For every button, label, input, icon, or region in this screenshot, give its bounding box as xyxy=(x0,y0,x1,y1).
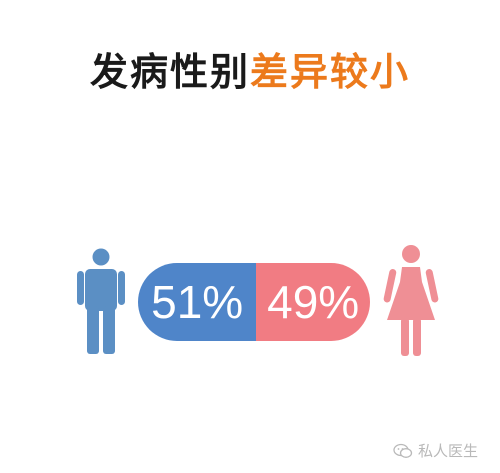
page-title: 发病性别差异较小 xyxy=(0,46,500,98)
watermark: 私人医生 xyxy=(393,440,478,461)
wechat-icon xyxy=(393,443,413,458)
watermark-text: 私人医生 xyxy=(417,442,478,460)
gender-ratio-bar: 51% 49% xyxy=(138,263,370,341)
male-percentage-label: 51% xyxy=(151,276,244,328)
female-percentage-segment: 49% xyxy=(256,263,370,341)
female-percentage-label: 49% xyxy=(267,276,360,328)
title-part-highlight: 差异较小 xyxy=(250,50,411,94)
male-percentage-segment: 51% xyxy=(138,263,257,341)
title-part-normal: 发病性别 xyxy=(89,50,250,94)
male-person-icon xyxy=(77,248,125,354)
female-person-icon xyxy=(383,245,439,356)
